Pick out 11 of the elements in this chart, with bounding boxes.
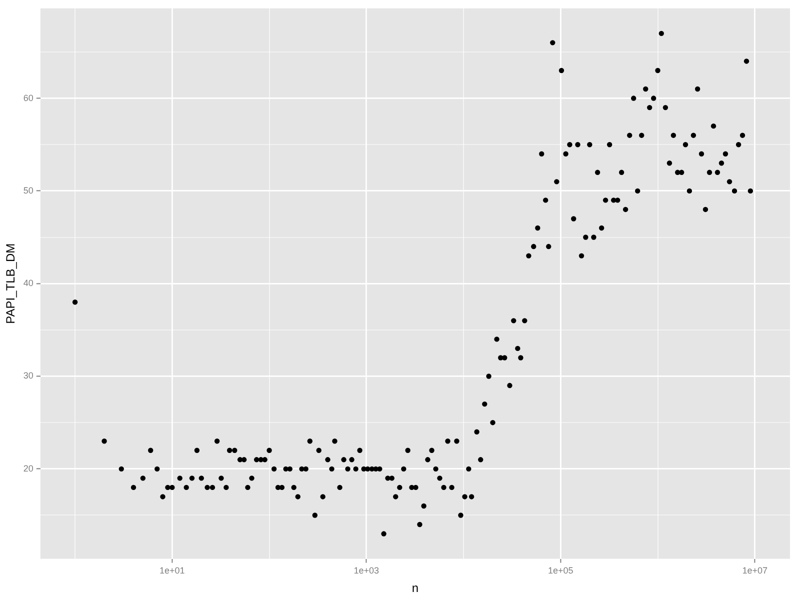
y-tick-label: 40 [23,278,34,288]
y-tick-label: 60 [23,92,34,103]
y-tick-label: 30 [23,370,34,381]
x-tick-label: 1e+03 [354,566,380,576]
x-axis-title: n [412,581,419,596]
y-axis-title: PAPI_TLB_DM [4,243,18,324]
x-tick-label: 1e+01 [160,566,185,576]
x-tick-label: 1e+05 [548,566,574,576]
x-tick-label: 1e+07 [742,566,768,576]
y-tick-label: 20 [23,463,34,474]
y-tick-label: 50 [23,185,34,196]
